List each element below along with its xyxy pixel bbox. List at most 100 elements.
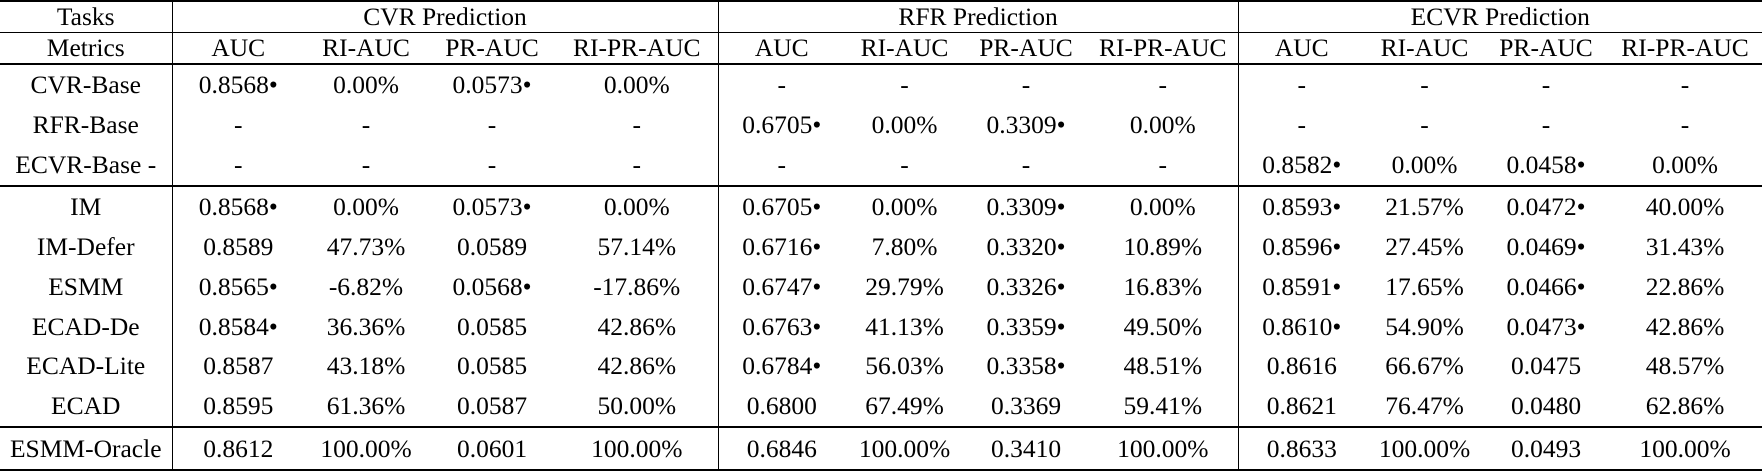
group-header-cvr: CVR Prediction bbox=[172, 1, 719, 33]
metric-value-cell: -17.86% bbox=[556, 266, 719, 307]
metric-value-cell: 0.8610• bbox=[1262, 311, 1342, 341]
metric-value-cell: 0.0466• bbox=[1506, 271, 1586, 301]
metric-value-cell: 61.36% bbox=[326, 391, 406, 421]
metric-header-cvr-ri-pr-auc: RI-PR-AUC bbox=[556, 32, 719, 65]
task-label: ESMM bbox=[0, 266, 173, 307]
metric-value-cell: 49.50% bbox=[1088, 306, 1239, 347]
metric-value-cell: 0.8612 bbox=[172, 426, 304, 470]
metric-value-cell: 47.73% bbox=[326, 232, 406, 262]
metric-value-cell: - bbox=[1297, 70, 1307, 100]
metric-value-cell: 0.3369 bbox=[990, 391, 1062, 421]
metric-value-cell: 0.8584• bbox=[198, 311, 278, 341]
metric-value-cell: - bbox=[234, 149, 243, 179]
metric-value-cell: 0.0473• bbox=[1506, 311, 1586, 341]
metric-value-cell: 0.3359• bbox=[986, 311, 1066, 341]
table-row: ECAD-De 0.8584• 36.36% 0.0585 42.86% 0.6763• 4… bbox=[0, 306, 1762, 347]
metric-value-cell: 42.86% bbox=[556, 346, 719, 387]
metric-value-cell: - bbox=[900, 149, 909, 179]
metric-value-cell: - bbox=[556, 105, 719, 145]
metric-value-cell: 21.57% bbox=[1365, 185, 1485, 228]
metric-header-ecvr-auc: AUC bbox=[1238, 32, 1366, 65]
metric-value-cell: 0.0480 bbox=[1510, 391, 1582, 421]
metric-value-cell: 0.8591• bbox=[1262, 271, 1342, 301]
metric-value-cell: 0.0493 bbox=[1484, 426, 1609, 470]
table-row: IM-Defer 0.8589 47.73% 0.0589 57.14% 0.6716• 7… bbox=[0, 227, 1762, 267]
metric-value-cell: - bbox=[777, 149, 787, 179]
metric-value-cell: 0.8596• bbox=[1262, 232, 1342, 262]
task-label: IM-Defer bbox=[0, 227, 173, 267]
metric-value-cell: 0.3326• bbox=[986, 271, 1066, 301]
metric-value-cell: 31.43% bbox=[1645, 232, 1725, 262]
metric-value-cell: 57.14% bbox=[556, 227, 719, 267]
metric-value-cell: 100.00% bbox=[556, 426, 719, 470]
metric-value-cell: 0.3358• bbox=[986, 351, 1066, 381]
metric-header-row: Metrics AUC RI-AUC PR-AUC RI-PR-AUC AUC … bbox=[0, 32, 1762, 65]
metric-header-cvr-ri-auc: RI-AUC bbox=[304, 32, 428, 65]
metric-value-cell: 0.6784• bbox=[742, 351, 822, 381]
metric-value-cell: 0.00% bbox=[556, 185, 719, 228]
metric-value-cell: 0.0589 bbox=[456, 232, 528, 262]
group-header-ecvr: ECVR Prediction bbox=[1238, 1, 1762, 33]
metric-value-cell: - bbox=[487, 149, 497, 179]
metric-value-cell: 0.8582• bbox=[1262, 149, 1342, 179]
metric-value-cell: 100.00% bbox=[1365, 426, 1485, 470]
metric-value-cell: 0.8568• bbox=[198, 70, 278, 100]
group-header-row: Tasks CVR Prediction RFR Prediction ECVR… bbox=[0, 1, 1762, 33]
metric-value-cell: -6.82% bbox=[328, 271, 404, 301]
metrics-header: Metrics bbox=[0, 32, 173, 65]
task-label: ECAD-Lite bbox=[0, 346, 173, 387]
metric-value-cell: 76.47% bbox=[1385, 391, 1464, 421]
metric-value-cell: 59.41% bbox=[1088, 386, 1239, 428]
metric-value-cell: 0.8621 bbox=[1266, 391, 1337, 421]
metric-value-cell: 0.3309• bbox=[964, 185, 1088, 228]
table-row: ESMM-Oracle 0.8612 100.00% 0.0601 100.00% 0.6… bbox=[0, 426, 1762, 470]
table-row: ECAD 0.8595 61.36% 0.0587 50.00% 0.6800 67.49%… bbox=[0, 386, 1762, 428]
metric-value-cell: 43.18% bbox=[326, 351, 406, 381]
metric-value-cell: 0.6747• bbox=[742, 271, 822, 301]
metric-value-cell: - bbox=[1021, 149, 1031, 179]
metric-header-rfr-pr-auc: PR-AUC bbox=[964, 32, 1088, 65]
metric-value-cell: - bbox=[1088, 64, 1239, 106]
metric-value-cell: 0.6846 bbox=[718, 426, 845, 470]
metric-value-cell: 0.6763• bbox=[742, 311, 822, 341]
metric-value-cell: 17.65% bbox=[1385, 271, 1464, 301]
metric-value-cell: 54.90% bbox=[1385, 311, 1464, 341]
metric-value-cell: 0.00% bbox=[333, 70, 399, 100]
metric-value-cell: - bbox=[1541, 110, 1551, 140]
metric-value-cell: - bbox=[1021, 70, 1031, 100]
metric-value-cell: 0.8589 bbox=[203, 232, 274, 262]
metric-value-cell: 27.45% bbox=[1385, 232, 1464, 262]
metric-value-cell: 56.03% bbox=[865, 351, 944, 381]
group-header-rfr: RFR Prediction bbox=[718, 1, 1239, 33]
metric-value-cell: 0.3309• bbox=[986, 110, 1066, 140]
metric-header-rfr-auc: AUC bbox=[718, 32, 845, 65]
metric-value-cell: 0.00% bbox=[304, 185, 428, 228]
metric-value-cell: 0.0601 bbox=[428, 426, 556, 470]
metric-header-ecvr-pr-auc: PR-AUC bbox=[1484, 32, 1609, 65]
tasks-header: Tasks bbox=[0, 1, 173, 33]
metric-value-cell: 48.57% bbox=[1645, 351, 1725, 381]
metric-value-cell: 0.8593• bbox=[1238, 185, 1366, 228]
metric-value-cell: 22.86% bbox=[1645, 271, 1725, 301]
metric-value-cell: 42.86% bbox=[1645, 311, 1725, 341]
table-row: IM 0.8568• 0.00% 0.0573• 0.00% 0.6705• 0.00% 0.… bbox=[0, 185, 1762, 228]
metric-value-cell: 0.8587 bbox=[203, 351, 274, 381]
metric-value-cell: 100.00% bbox=[1608, 426, 1762, 470]
metric-value-cell: - bbox=[1088, 144, 1239, 187]
metric-value-cell: 0.00% bbox=[845, 185, 964, 228]
task-label: IM bbox=[0, 185, 173, 228]
metric-value-cell: 0.00% bbox=[1088, 185, 1239, 228]
metric-value-cell: 0.0458• bbox=[1506, 149, 1586, 179]
metric-value-cell: 0.8568• bbox=[172, 185, 304, 228]
metric-value-cell: 0.0472• bbox=[1484, 185, 1609, 228]
metric-value-cell: - bbox=[556, 144, 719, 187]
table-row: RFR-Base - - - -0.6705• 0.00% 0.3309• 0.00% - - - - bbox=[0, 105, 1762, 145]
metric-value-cell: 0.8595 bbox=[203, 391, 274, 421]
table-row: ECAD-Lite 0.8587 43.18% 0.0585 42.86% 0.6784•… bbox=[0, 346, 1762, 387]
metric-value-cell: 0.6705• bbox=[742, 110, 822, 140]
metric-value-cell: - bbox=[900, 70, 909, 100]
metric-value-cell: 0.0568• bbox=[452, 271, 532, 301]
table-row: ECVR-Base - - - - - - - - -0.8582• 0.00% 0.0458• 0.… bbox=[0, 144, 1762, 187]
metric-value-cell: - bbox=[1680, 70, 1690, 100]
